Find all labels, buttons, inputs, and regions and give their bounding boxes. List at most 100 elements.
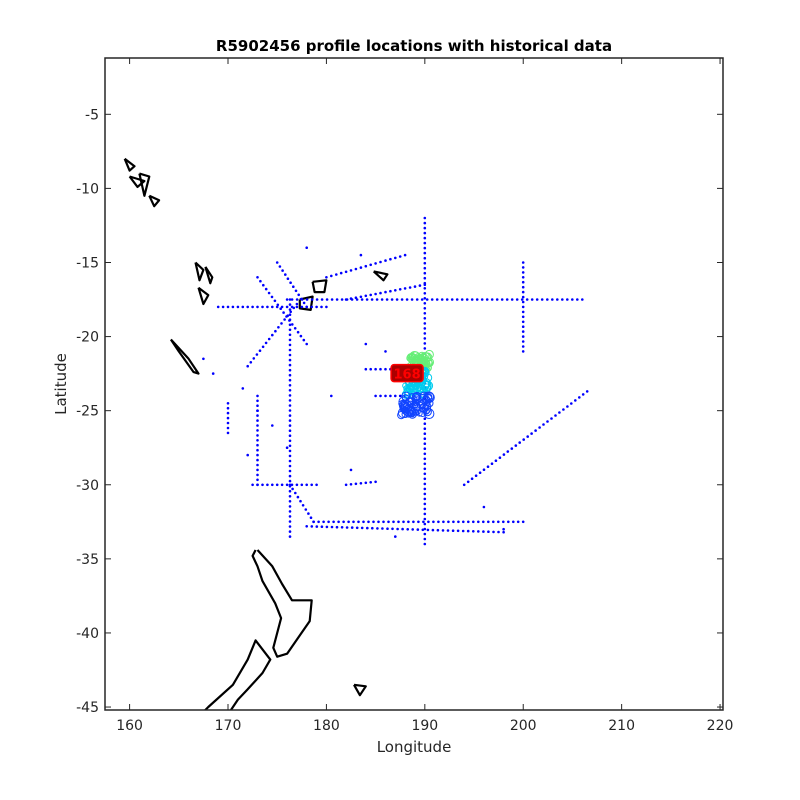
historical-point xyxy=(266,483,269,487)
historical-point xyxy=(412,520,415,524)
historical-point xyxy=(379,260,382,264)
historical-point xyxy=(330,525,334,529)
historical-point xyxy=(492,520,495,524)
historical-point xyxy=(305,342,309,346)
historical-point xyxy=(423,477,427,481)
historical-point xyxy=(288,500,292,503)
y-tick-label: -10 xyxy=(76,181,99,197)
historical-point xyxy=(384,290,387,294)
historical-point xyxy=(288,489,292,493)
historical-point xyxy=(521,325,525,329)
historical-point xyxy=(288,378,292,382)
historical-point xyxy=(403,287,407,290)
historical-point xyxy=(426,528,430,532)
historical-point xyxy=(340,298,344,301)
historical-point xyxy=(423,517,427,521)
historical-track-6 xyxy=(288,483,315,524)
historical-point xyxy=(256,463,259,467)
historical-track-2 xyxy=(288,298,292,538)
historical-point xyxy=(521,310,525,314)
historical-point xyxy=(512,520,515,524)
historical-point xyxy=(405,298,409,301)
historical-point xyxy=(521,315,525,319)
historical-point xyxy=(423,462,427,466)
historical-point xyxy=(288,373,292,377)
historical-point xyxy=(482,530,485,533)
historical-point xyxy=(302,301,306,305)
historical-point xyxy=(288,525,292,528)
historical-point xyxy=(301,504,305,507)
historical-point xyxy=(288,515,292,518)
historical-point xyxy=(256,404,259,408)
coastline-4 xyxy=(204,266,214,285)
historical-point xyxy=(374,262,377,265)
historical-point xyxy=(349,483,353,486)
historical-point xyxy=(339,271,343,275)
historical-point xyxy=(391,527,394,531)
x-tick-label: 210 xyxy=(608,718,635,734)
historical-point xyxy=(271,305,274,309)
historical-point xyxy=(403,253,407,257)
historical-point xyxy=(390,298,394,301)
historical-point xyxy=(494,459,498,463)
historical-point xyxy=(423,231,427,235)
historical-point xyxy=(310,483,314,487)
historical-point xyxy=(485,298,489,301)
historical-point xyxy=(289,281,292,285)
historical-point xyxy=(280,483,284,487)
historical-point xyxy=(274,329,277,333)
historical-point xyxy=(262,283,265,287)
profile-marker xyxy=(412,403,418,409)
x-tick-label: 200 xyxy=(510,718,537,734)
historical-point xyxy=(305,305,309,309)
historical-point xyxy=(288,363,292,367)
historical-point xyxy=(423,317,427,320)
historical-point xyxy=(574,399,577,402)
profile-marker xyxy=(423,408,435,420)
historical-point xyxy=(521,335,525,338)
historical-point xyxy=(256,394,259,398)
historical-point xyxy=(436,528,440,532)
historical-point xyxy=(345,526,349,529)
historical-point xyxy=(423,216,427,220)
historical-point xyxy=(288,424,292,427)
x-tick-label: 160 xyxy=(116,718,143,734)
historical-point xyxy=(369,481,373,484)
historical-point xyxy=(407,520,410,524)
historical-data-layer xyxy=(202,216,589,546)
historical-point xyxy=(546,298,549,301)
historical-point xyxy=(423,452,427,456)
historical-track-3 xyxy=(312,520,525,524)
historical-point xyxy=(364,481,368,485)
historical-point xyxy=(344,270,348,274)
historical-point xyxy=(423,417,427,421)
historical-point xyxy=(379,367,382,371)
historical-point xyxy=(423,437,427,441)
coastline-3 xyxy=(194,261,205,282)
historical-point xyxy=(451,529,455,532)
historical-point xyxy=(460,298,464,301)
historical-point xyxy=(267,337,271,341)
historical-point xyxy=(472,530,475,533)
historical-point xyxy=(211,372,215,375)
historical-point xyxy=(256,473,259,477)
historical-point xyxy=(310,305,314,309)
historical-point xyxy=(384,367,387,371)
historical-point xyxy=(581,298,584,301)
historical-point xyxy=(354,296,358,300)
historical-point xyxy=(256,276,259,279)
historical-point xyxy=(226,406,230,410)
y-tick-label: -15 xyxy=(76,255,99,271)
historical-point xyxy=(465,298,469,301)
historical-point xyxy=(352,520,355,524)
historical-point xyxy=(480,298,484,301)
historical-point xyxy=(521,345,525,348)
historical-point xyxy=(497,520,500,524)
historical-point xyxy=(330,274,333,278)
historical-point xyxy=(256,478,259,482)
historical-point xyxy=(226,426,230,430)
historical-point xyxy=(372,520,375,524)
historical-point xyxy=(332,520,335,524)
historical-point xyxy=(521,340,525,343)
historical-point xyxy=(251,483,254,487)
